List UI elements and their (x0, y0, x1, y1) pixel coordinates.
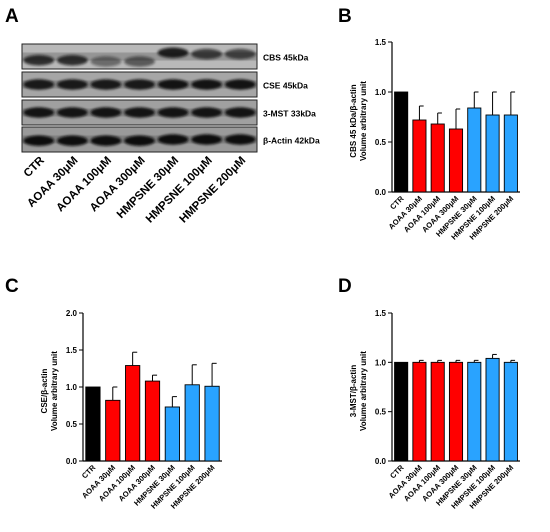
y-tick-label: 0.5 (375, 408, 387, 417)
bar-aoaa-100-m (430, 361, 445, 462)
bar-hmpsne-30-m (467, 107, 482, 193)
blot-band (191, 107, 223, 118)
bar-aoaa-300-m (144, 380, 161, 462)
blot-band-label: β-Actin 42kDa (263, 136, 320, 146)
western-blot: CBS 45kDa CSE 45kDa 3-MST 33kDa β-Actin 42k… (21, 43, 320, 226)
bar-hmpsne-200-m (204, 385, 220, 462)
y-axis-label: CSE/β-actin (40, 368, 49, 413)
blot-band (23, 79, 55, 90)
blot-band (124, 107, 155, 118)
blot-band (157, 134, 189, 145)
blot-lane-label: HMPSNE 30μM (115, 155, 181, 221)
bar-aoaa-100-m (430, 123, 445, 193)
blot-band (157, 47, 189, 58)
blot-band (224, 134, 256, 145)
y-tick-label: 1.0 (375, 88, 387, 97)
y-tick-label: 0.0 (375, 457, 387, 466)
blot-band (23, 107, 55, 118)
blot-band (124, 79, 155, 90)
blot-band (56, 107, 88, 118)
blot-band (224, 48, 256, 60)
blot-band-label: 3-MST 33kDa (263, 109, 316, 119)
blot-band (124, 135, 155, 146)
panel-label-b: B (338, 6, 352, 27)
blot-lane-label: CTR (22, 154, 48, 180)
blot-band (191, 48, 223, 60)
bar-aoaa-300-m (448, 128, 464, 193)
blot-band (90, 79, 122, 90)
bar-hmpsne-200-m (503, 361, 518, 462)
panel-label-a: A (5, 6, 19, 27)
chart-d: 0.0 0.5 1.0 1.5 3-MST/β-actin Volume arbitrar… (349, 309, 520, 511)
blot-band (157, 107, 189, 118)
blot-band-label: CSE 45kDa (263, 81, 308, 91)
blot-band (56, 55, 88, 66)
blot-band (90, 135, 122, 146)
blot-band-label: CBS 45kDa (263, 53, 309, 63)
bar-hmpsne-100-m (485, 357, 500, 462)
panel-label-d: D (338, 276, 352, 297)
blot-lane-label: HMPSNE 200μM (177, 155, 248, 226)
blot-band (224, 107, 256, 118)
bar-hmpsne-100-m (485, 114, 500, 193)
y-tick-label: 2.0 (66, 309, 78, 318)
blot-band (124, 56, 155, 67)
blot-band (224, 79, 256, 90)
bar-aoaa-30-m (105, 399, 121, 462)
y-tick-label: 1.5 (375, 38, 387, 47)
blot-band (56, 79, 88, 90)
y-tick-label: 0.0 (375, 188, 387, 197)
y-axis-label: Volume arbitrary unit (359, 351, 368, 431)
y-tick-label: 0.5 (66, 420, 78, 429)
blot-band (191, 79, 223, 90)
blot-band (23, 135, 55, 146)
chart-b: 0.0 0.5 1.0 1.5 CBS 45 kDa/β-actin Volume arb… (349, 38, 520, 242)
blot-band (191, 134, 223, 145)
bar-aoaa-300-m (448, 361, 464, 462)
bar-aoaa-30-m (412, 119, 427, 193)
y-tick-label: 0.0 (66, 457, 78, 466)
y-tick-label: 1.5 (66, 346, 78, 355)
bar-ctr (394, 91, 409, 193)
bar-ctr (85, 386, 101, 462)
bar-hmpsne-100-m (184, 384, 200, 462)
bar-aoaa-30-m (412, 361, 427, 462)
bar-ctr (394, 361, 409, 462)
y-tick-label: 1.0 (375, 358, 387, 367)
bar-aoaa-100-m (125, 365, 141, 462)
y-tick-label: 1.5 (375, 309, 387, 318)
y-axis-label: CBS 45 kDa/β-actin (349, 84, 358, 157)
y-tick-label: 0.5 (375, 138, 387, 147)
blot-band (23, 55, 55, 66)
blot-band (56, 135, 88, 146)
bar-hmpsne-200-m (503, 114, 518, 193)
chart-c: 0.0 0.5 1.0 1.5 2.0 CSE/β-actin Volume arbitra… (40, 309, 222, 511)
blot-band (157, 79, 189, 90)
y-axis-label: Volume arbitrary unit (359, 81, 368, 161)
y-axis-label: Volume arbitrary unit (50, 351, 59, 431)
bar-hmpsne-30-m (164, 406, 180, 462)
y-tick-label: 1.0 (66, 383, 78, 392)
blot-band (90, 56, 122, 67)
panel-label-c: C (5, 276, 19, 297)
blot-band (90, 107, 122, 118)
y-axis-label: 3-MST/β-actin (349, 365, 358, 418)
bar-hmpsne-30-m (467, 361, 482, 462)
